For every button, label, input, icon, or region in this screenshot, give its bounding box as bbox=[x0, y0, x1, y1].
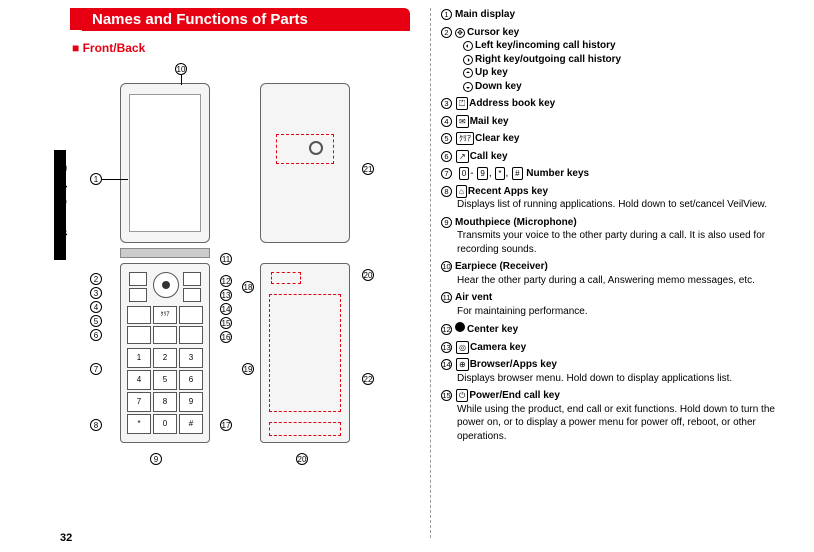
callout-21: 21 bbox=[362, 163, 374, 175]
key-5: 5 bbox=[153, 370, 177, 390]
item-11: 11Air vent For maintaining performance. bbox=[441, 291, 800, 318]
numrow-2: 4 5 6 bbox=[127, 370, 203, 390]
key-6: 6 bbox=[179, 370, 203, 390]
fnrow-2 bbox=[127, 326, 203, 344]
key-4: 4 bbox=[127, 370, 151, 390]
key-7: 7 bbox=[127, 392, 151, 412]
item-8: 8⌂Recent Apps key Displays list of runni… bbox=[441, 185, 800, 212]
item-1: 1Main display bbox=[441, 8, 800, 22]
callout-8: 8 bbox=[90, 419, 102, 431]
midkey-right bbox=[183, 288, 201, 302]
item-4: 4✉Mail key bbox=[441, 115, 800, 129]
callout-13: 13 bbox=[220, 289, 232, 301]
phone-screen bbox=[129, 94, 201, 232]
nav-center bbox=[162, 281, 170, 289]
callout-20b: 20 bbox=[296, 453, 308, 465]
camera-area bbox=[276, 134, 334, 164]
side-section-label: Basic Operations bbox=[56, 165, 68, 255]
left-column: Names and Functions of Parts Front/Back … bbox=[70, 8, 410, 483]
center-dot-icon bbox=[455, 322, 465, 332]
callout-22: 22 bbox=[362, 373, 374, 385]
title-block: Names and Functions of Parts bbox=[70, 8, 410, 31]
fnrow-1: ｸﾘｱ bbox=[127, 306, 203, 324]
back-panel bbox=[269, 294, 341, 412]
callout-4: 4 bbox=[90, 301, 102, 313]
callout-2: 2 bbox=[90, 273, 102, 285]
softkey-right bbox=[183, 272, 201, 286]
phone-back-bottom bbox=[260, 263, 350, 443]
callout-16: 16 bbox=[220, 331, 232, 343]
phone-diagram: ｸﾘｱ 1 2 3 4 5 6 7 8 9 * 0 # bbox=[70, 63, 400, 483]
callout-1: 1 bbox=[90, 173, 102, 185]
item-15: 15⏻Power/End call key While using the pr… bbox=[441, 389, 800, 443]
lead-1 bbox=[102, 179, 128, 180]
softkey-left bbox=[129, 272, 147, 286]
key-0: 0 bbox=[153, 414, 177, 434]
callout-5: 5 bbox=[90, 315, 102, 327]
callout-7: 7 bbox=[90, 363, 102, 375]
camera-lens bbox=[309, 141, 323, 155]
key-3: 3 bbox=[179, 348, 203, 368]
key-hash: # bbox=[179, 414, 203, 434]
phone-front-top bbox=[120, 83, 210, 243]
callout-17: 17 bbox=[220, 419, 232, 431]
item-13: 13◎Camera key bbox=[441, 341, 800, 355]
key-1: 1 bbox=[127, 348, 151, 368]
item-12: 12Center key bbox=[441, 322, 800, 337]
page-title: Names and Functions of Parts bbox=[82, 8, 410, 31]
key-star: * bbox=[127, 414, 151, 434]
callout-9: 9 bbox=[150, 453, 162, 465]
item-5: 5ｸﾘｱClear key bbox=[441, 132, 800, 146]
item-9: 9Mouthpiece (Microphone) Transmits your … bbox=[441, 216, 800, 257]
page-number: 32 bbox=[60, 532, 72, 544]
callout-12: 12 bbox=[220, 275, 232, 287]
title-accent bbox=[70, 8, 82, 30]
callout-3: 3 bbox=[90, 287, 102, 299]
back-bottom-strip bbox=[269, 422, 341, 436]
phone-keypad: ｸﾘｱ 1 2 3 4 5 6 7 8 9 * 0 # bbox=[120, 263, 210, 443]
callout-15: 15 bbox=[220, 317, 232, 329]
item-6: 6↗Call key bbox=[441, 150, 800, 164]
item-2: 2✥Cursor key ◐Left key/incoming call his… bbox=[441, 26, 800, 94]
midkey-left bbox=[129, 288, 147, 302]
back-slot bbox=[271, 272, 301, 284]
callout-11: 11 bbox=[220, 253, 232, 265]
key-8: 8 bbox=[153, 392, 177, 412]
key-2: 2 bbox=[153, 348, 177, 368]
numrow-3: 7 8 9 bbox=[127, 392, 203, 412]
item-14: 14⊕Browser/Apps key Displays browser men… bbox=[441, 358, 800, 385]
key-9: 9 bbox=[179, 392, 203, 412]
phone-back-top bbox=[260, 83, 350, 243]
lead-10 bbox=[181, 75, 182, 85]
item-3: 3⏍Address book key bbox=[441, 97, 800, 111]
callout-10: 10 bbox=[175, 63, 187, 75]
callout-20a: 20 bbox=[362, 269, 374, 281]
right-column: 1Main display 2✥Cursor key ◐Left key/inc… bbox=[430, 8, 800, 538]
callout-6: 6 bbox=[90, 329, 102, 341]
item-10: 10Earpiece (Receiver) Hear the other par… bbox=[441, 260, 800, 287]
callout-19: 19 bbox=[242, 363, 254, 375]
item-7: 7 0- 9, *, # Number keys bbox=[441, 167, 800, 181]
numrow-4: * 0 # bbox=[127, 414, 203, 434]
subheading: Front/Back bbox=[72, 41, 410, 55]
callout-18: 18 bbox=[242, 281, 254, 293]
phone-hinge bbox=[120, 248, 210, 258]
numrow-1: 1 2 3 bbox=[127, 348, 203, 368]
callout-14: 14 bbox=[220, 303, 232, 315]
